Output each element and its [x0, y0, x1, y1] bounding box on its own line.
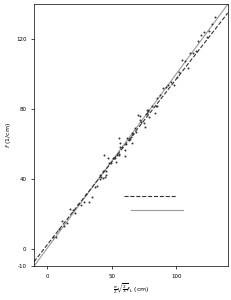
Point	[188, 51, 191, 56]
Point	[111, 156, 115, 161]
Point	[155, 104, 159, 109]
Point	[119, 144, 123, 149]
Point	[204, 35, 208, 40]
Point	[142, 124, 146, 129]
Point	[123, 154, 127, 159]
Point	[147, 114, 150, 119]
Point	[143, 112, 147, 117]
Point	[127, 137, 131, 142]
Point	[116, 153, 120, 158]
Point	[98, 175, 102, 179]
Point	[128, 137, 131, 142]
Point	[65, 220, 69, 225]
Point	[107, 160, 110, 165]
Point	[185, 65, 188, 70]
Point	[51, 235, 55, 240]
Point	[129, 131, 133, 136]
Point	[111, 156, 115, 161]
Point	[174, 75, 178, 80]
Point	[130, 132, 134, 136]
Point	[70, 208, 74, 212]
X-axis label: $\frac{\pi}{2}\sqrt{\frac{2}{3}} f_L$ (cm): $\frac{\pi}{2}\sqrt{\frac{2}{3}} f_L$ (c…	[112, 281, 149, 296]
Point	[193, 49, 197, 53]
Point	[60, 218, 63, 223]
Point	[210, 21, 213, 26]
Point	[109, 161, 112, 166]
Point	[169, 80, 172, 85]
Point	[117, 136, 120, 140]
Point	[98, 176, 102, 181]
Point	[76, 201, 80, 206]
Point	[149, 103, 153, 108]
Point	[114, 160, 118, 165]
Point	[73, 210, 77, 215]
Point	[158, 92, 161, 97]
Point	[100, 176, 104, 180]
Point	[92, 185, 96, 190]
Point	[133, 125, 136, 130]
Point	[98, 173, 101, 178]
Point	[182, 58, 186, 63]
Point	[155, 95, 158, 100]
Point	[207, 28, 210, 33]
Point	[87, 200, 91, 204]
Point	[101, 152, 105, 157]
Point	[179, 58, 183, 63]
Point	[90, 195, 93, 200]
Point	[122, 147, 126, 152]
Point	[95, 184, 99, 188]
Point	[177, 70, 180, 74]
Point	[117, 144, 121, 149]
Point	[145, 111, 149, 116]
Point	[137, 118, 141, 123]
Point	[139, 119, 142, 124]
Point	[103, 172, 107, 177]
Point	[62, 224, 66, 229]
Point	[141, 121, 145, 126]
Point	[153, 104, 157, 109]
Point	[128, 135, 132, 140]
Point	[160, 85, 164, 90]
Point	[115, 152, 119, 157]
Point	[212, 14, 216, 19]
Point	[125, 136, 129, 140]
Point	[190, 51, 194, 56]
Point	[137, 114, 141, 119]
Point	[196, 38, 200, 43]
Point	[117, 152, 121, 156]
Point	[146, 109, 150, 114]
Point	[163, 85, 167, 90]
Point	[103, 175, 107, 179]
Point	[198, 32, 202, 37]
Point	[118, 141, 121, 146]
Point	[136, 113, 140, 118]
Point	[201, 29, 205, 34]
Point	[144, 107, 148, 112]
Point	[171, 82, 175, 87]
Point	[104, 169, 108, 173]
Point	[68, 207, 71, 212]
Point	[152, 111, 156, 116]
Point	[57, 227, 61, 232]
Point	[54, 235, 58, 239]
Point	[106, 156, 109, 161]
Point	[124, 142, 128, 147]
Point	[112, 155, 116, 160]
Y-axis label: $f$ (1/cm): $f$ (1/cm)	[4, 122, 13, 148]
Point	[166, 83, 170, 88]
Point	[81, 199, 85, 204]
Point	[133, 130, 137, 134]
Point	[84, 192, 88, 197]
Point	[145, 108, 149, 113]
Point	[130, 141, 134, 146]
Point	[79, 203, 82, 208]
Point	[100, 169, 104, 173]
